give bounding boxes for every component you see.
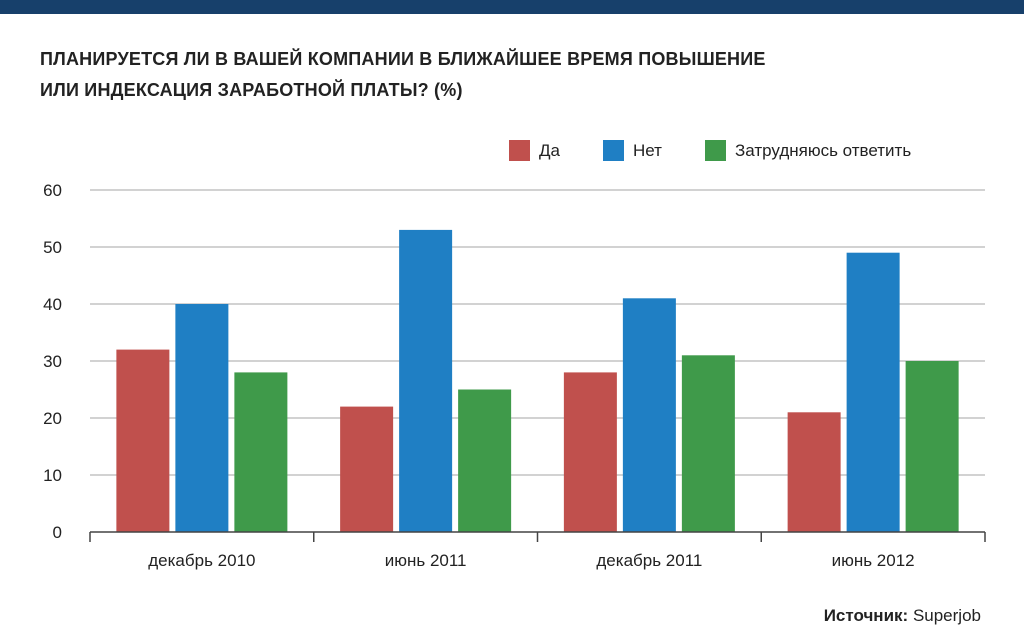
legend-swatch-da xyxy=(509,140,530,161)
bar-s0-c0 xyxy=(116,349,170,532)
x-tick-label-1: июнь 2011 xyxy=(385,551,467,570)
y-tick-label-20: 20 xyxy=(43,409,62,428)
legend-item-da: Да xyxy=(509,140,560,161)
legend-label-zatrudnyayus: Затрудняюсь ответить xyxy=(735,140,912,160)
bar-s1-c2 xyxy=(622,298,676,532)
chart-title-line-1: Планируется ли в вашей компании в ближай… xyxy=(40,49,766,69)
bar-s1-c3 xyxy=(846,252,900,532)
legend-label-net: Нет xyxy=(633,140,662,160)
legend-swatch-zatrudnyayus xyxy=(705,140,726,161)
bar-s2-c2 xyxy=(681,355,735,532)
source-value: Superjob xyxy=(912,606,981,625)
bar-s2-c0 xyxy=(234,372,288,532)
chart-title-line-2: или индексация заработной платы? (%) xyxy=(40,80,463,100)
bar-s2-c1 xyxy=(458,389,512,532)
x-tick-label-0: декабрь 2010 xyxy=(148,551,255,570)
legend-item-zatrudnyayus: Затрудняюсь ответить xyxy=(705,140,911,161)
legend-swatch-net xyxy=(603,140,624,161)
y-tick-label-40: 40 xyxy=(43,295,62,314)
top-banner-bar xyxy=(0,0,1024,14)
chart-title: Планируется ли в вашей компании в ближай… xyxy=(40,44,800,106)
bar-s0-c2 xyxy=(563,372,617,532)
bar-s0-c3 xyxy=(787,412,841,532)
bar-s2-c3 xyxy=(905,361,959,532)
y-tick-label-10: 10 xyxy=(43,466,62,485)
bar-s1-c0 xyxy=(175,304,229,532)
y-tick-label-30: 30 xyxy=(43,352,62,371)
y-tick-label-60: 60 xyxy=(43,181,62,200)
bar-s1-c1 xyxy=(399,229,453,532)
x-tick-label-3: июнь 2012 xyxy=(832,551,915,570)
source-label: Источник: xyxy=(823,606,909,625)
chart-legend: Да Нет Затрудняюсь ответить xyxy=(0,140,1024,164)
source-note: Источник: Superjob xyxy=(824,606,981,626)
legend-item-net: Нет xyxy=(603,140,662,161)
y-tick-label-50: 50 xyxy=(43,238,62,257)
x-tick-label-2: декабрь 2011 xyxy=(596,551,702,570)
legend-label-da: Да xyxy=(539,140,560,160)
bar-s0-c1 xyxy=(340,406,394,532)
y-tick-label-0: 0 xyxy=(53,523,62,542)
